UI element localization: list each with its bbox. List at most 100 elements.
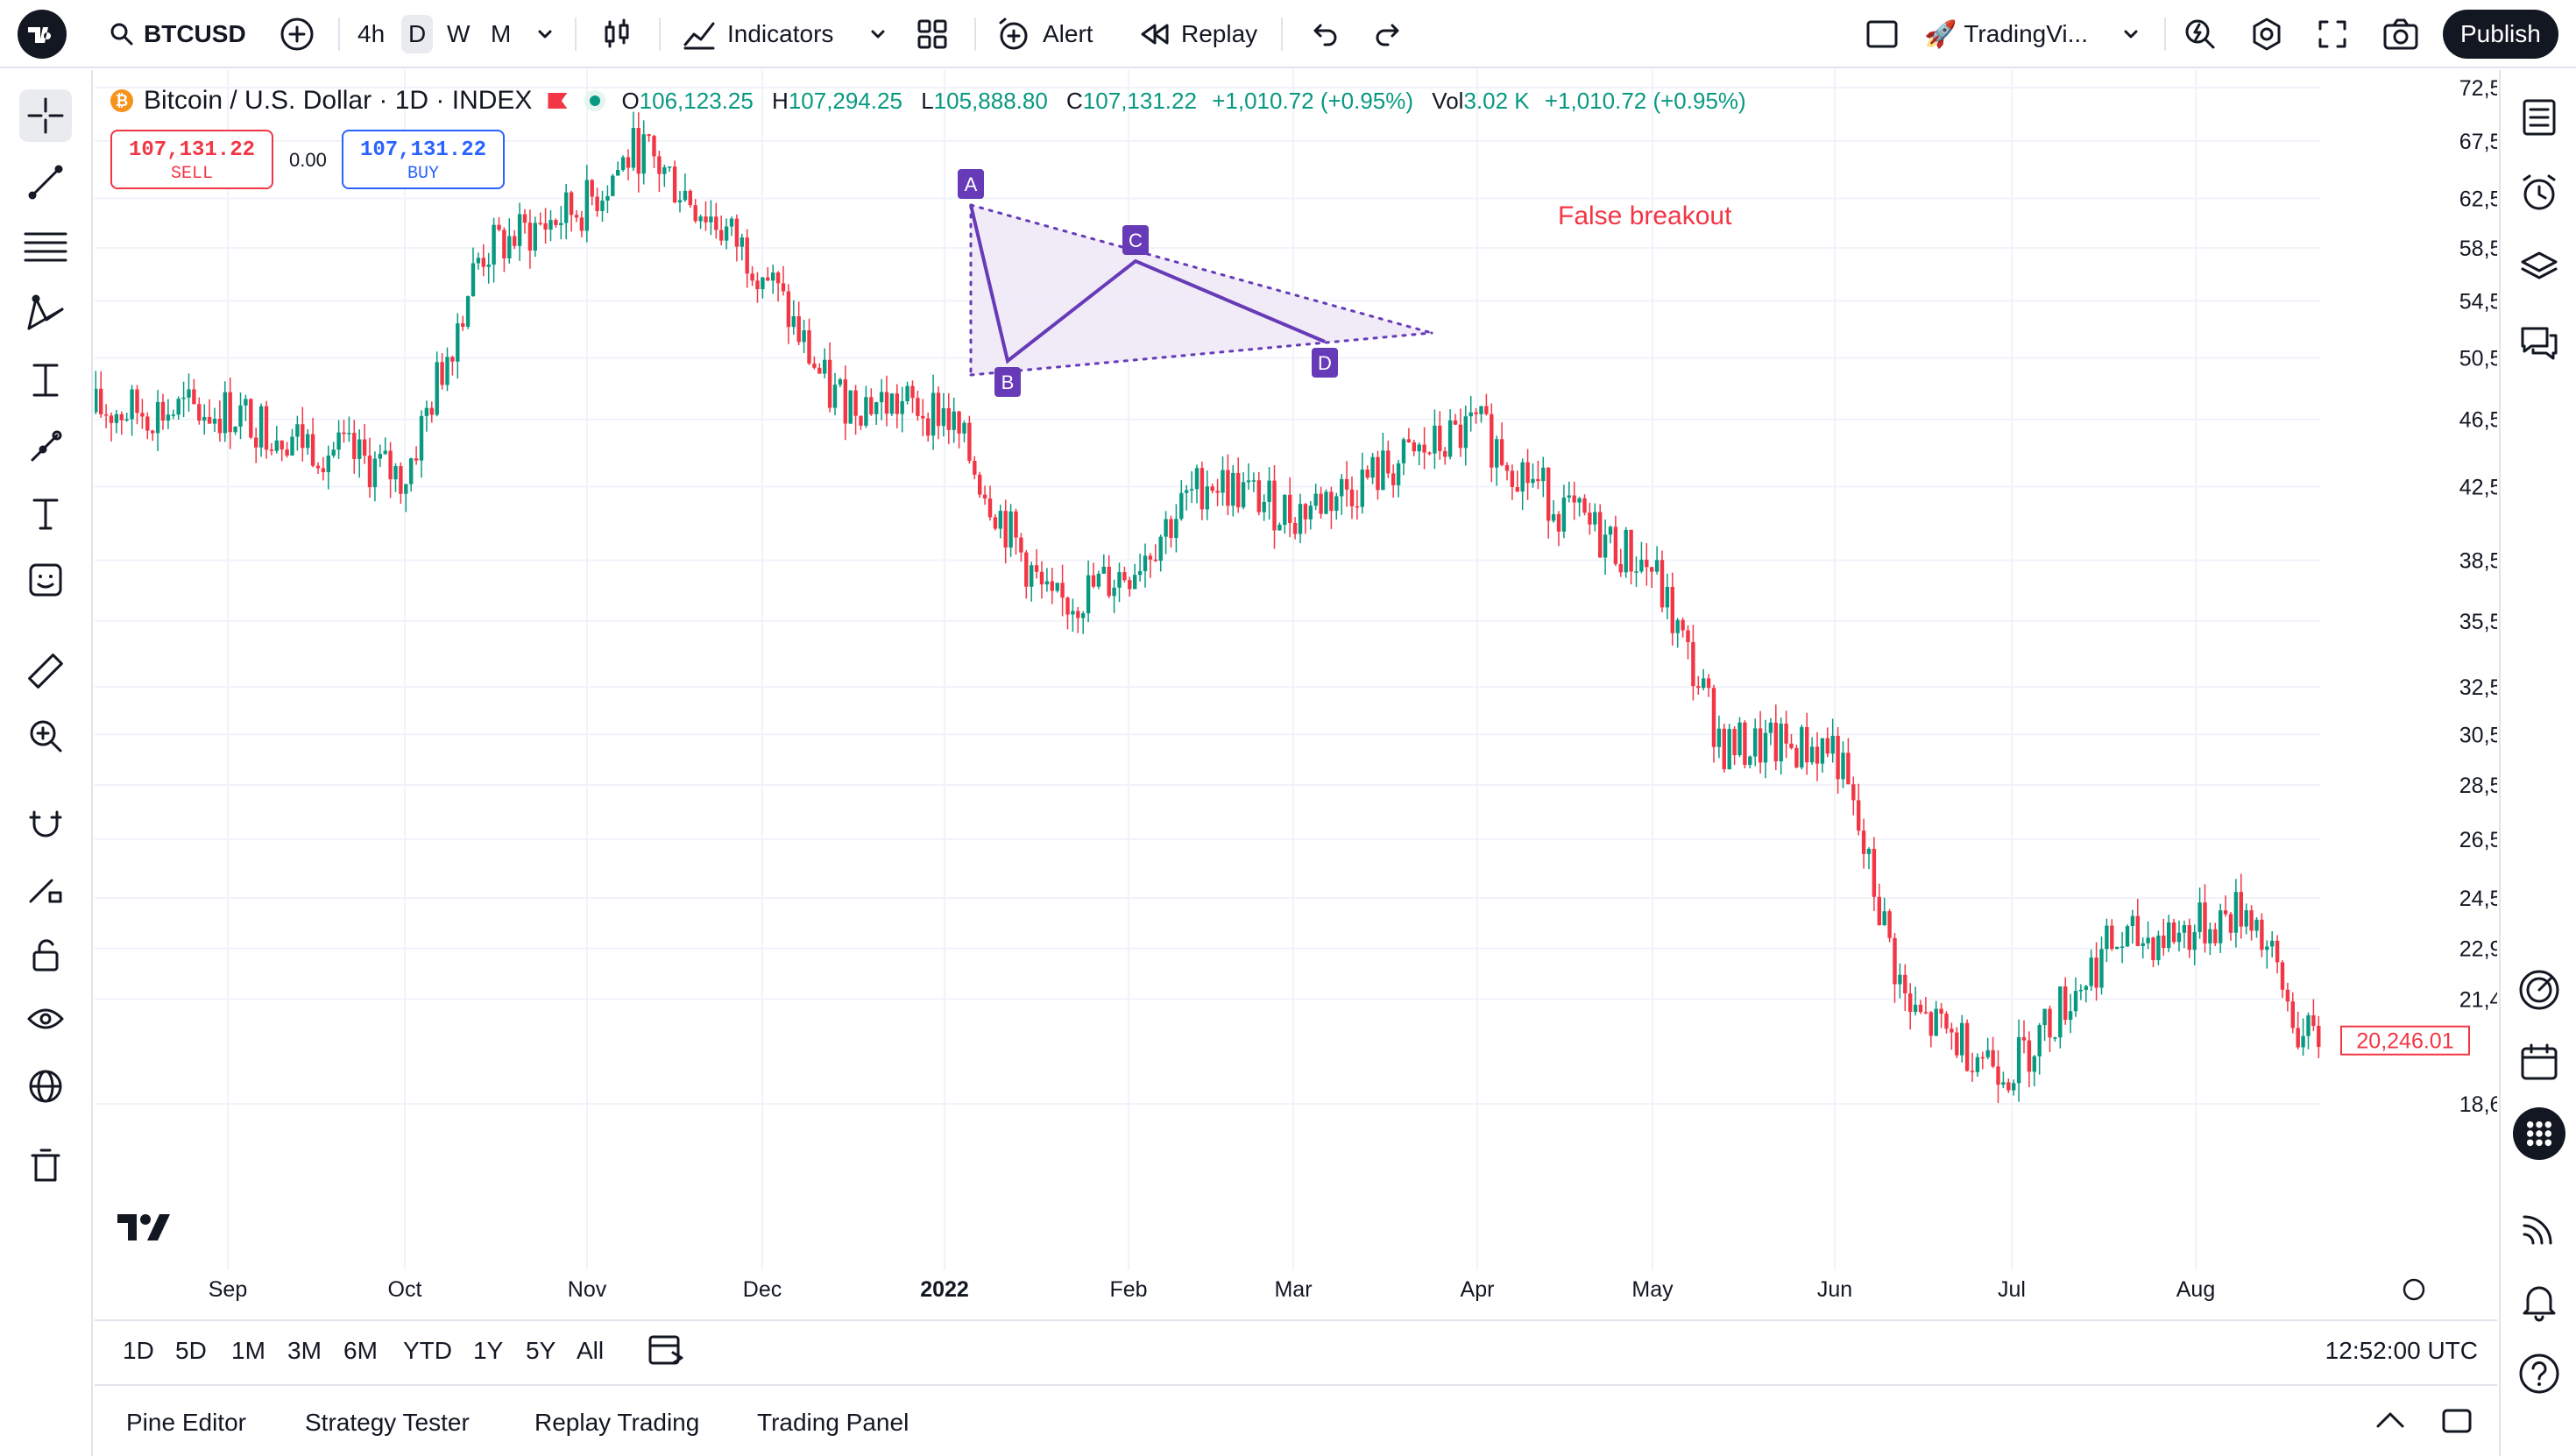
candle-body [1060,583,1065,598]
candle-body [895,393,899,414]
tradingview-logo[interactable] [18,0,67,68]
date-range-button[interactable] [647,1332,685,1367]
products-button[interactable] [2513,1107,2565,1160]
quick-search-button[interactable] [2182,0,2219,68]
interval-dropdown[interactable] [534,0,556,68]
ideas-button[interactable] [2513,964,2565,1016]
range-ytd[interactable]: YTD [403,1337,452,1364]
ruler-tool[interactable] [19,645,72,697]
layout-dropdown[interactable] [2120,0,2141,68]
candle-body [957,411,961,434]
candle-body [357,439,362,459]
tab-strategy-tester[interactable]: Strategy Tester [305,1409,470,1436]
hide-drawings-tool[interactable] [19,993,72,1046]
text-tool[interactable] [19,487,72,540]
candle-body [456,323,460,362]
pattern-point-label: C [1129,230,1143,251]
candle-body [605,195,610,201]
settings-button[interactable] [2248,0,2285,68]
collapse-panel-button[interactable] [2373,1403,2408,1438]
select-checkbox[interactable] [1865,0,1900,68]
watchlist-button[interactable] [2513,91,2565,144]
notifications-button[interactable] [2513,1276,2565,1328]
object-tree-tool[interactable] [19,1060,72,1113]
fullscreen-button[interactable] [2315,0,2350,68]
candle-body [1499,439,1504,465]
tab-replay-trading[interactable]: Replay Trading [534,1409,700,1436]
replay-button[interactable]: Replay [1137,0,1257,68]
symbol-title[interactable]: Bitcoin / U.S. Dollar · 1D · INDEX [144,86,533,115]
candle-body [372,458,378,488]
chart-pane[interactable]: A B C D False breakout 72,500.00 67,500.00 62,… [95,70,2497,1349]
range-1m[interactable]: 1M [231,1337,265,1364]
snapshot-button[interactable] [2381,0,2420,68]
fib-tool[interactable] [19,221,72,273]
redo-button[interactable] [1374,0,1405,68]
range-5y[interactable]: 5Y [526,1337,556,1364]
price-chart[interactable]: A B C D False breakout 72,500.00 67,500.00 62,… [95,70,2497,1349]
utc-clock[interactable]: 12:52:00 UTC [2325,1337,2478,1364]
icon-tool[interactable] [19,554,72,606]
alert-button[interactable]: Alert [995,0,1093,68]
magnet-tool[interactable] [19,797,72,850]
interval-d[interactable]: D [401,0,434,68]
undo-button[interactable] [1307,0,1339,68]
range-3m[interactable]: 3M [287,1337,322,1364]
trend-line-tool[interactable] [19,156,72,209]
object-tree-button[interactable] [2513,242,2565,294]
alerts-panel-button[interactable] [2513,166,2565,219]
chats-button[interactable] [2513,317,2565,370]
pattern-point-badge [1122,225,1149,255]
lock-drawings-tool[interactable] [19,929,72,981]
compare-symbol-button[interactable] [279,0,315,68]
crosshair-tool[interactable] [19,89,72,142]
maximize-panel-button[interactable] [2439,1403,2474,1438]
tab-pine-editor[interactable]: Pine Editor [126,1409,246,1436]
range-5d[interactable]: 5D [175,1337,207,1364]
candle-body [1024,552,1029,587]
candle-body [2280,962,2285,990]
zoom-in-tool[interactable] [19,710,72,762]
candle-body [1639,559,1644,572]
layout-name-button[interactable]: 🚀 TradingVi... [1924,0,2088,68]
price-label: 50,500.00 [2459,346,2497,371]
candle-body [2254,919,2259,931]
bottom-panel-tabs: Pine Editor Strategy Tester Replay Tradi… [95,1384,2497,1456]
symbol-search[interactable]: BTCUSD [109,0,246,68]
layouts-button[interactable] [915,0,950,68]
help-button[interactable] [2513,1347,2565,1400]
candle-body [151,430,155,434]
remove-drawings-tool[interactable] [19,1139,72,1191]
interval-m[interactable]: M [491,0,511,68]
bitcoin-icon: ₿ [110,89,133,112]
range-1d[interactable]: 1D [123,1337,154,1364]
pattern-tool[interactable] [19,287,72,340]
candle-body [620,157,626,171]
candle-body [440,362,444,385]
tab-trading-panel[interactable]: Trading Panel [757,1409,909,1436]
prediction-tool[interactable] [19,354,72,406]
flag-icon[interactable] [548,93,568,109]
interval-4h[interactable]: 4h [357,0,385,68]
stay-drawing-tool[interactable] [19,862,72,915]
tradingview-watermark[interactable] [117,1212,172,1242]
sell-button[interactable]: 107,131.22 SELL [110,130,273,189]
price-label: 24,500.00 [2459,887,2497,911]
candle-body [2089,958,2093,986]
range-1y[interactable]: 1Y [473,1337,504,1364]
chart-type-button[interactable] [599,0,634,68]
calendar-button[interactable] [2513,1035,2565,1088]
brush-tool[interactable] [19,421,72,473]
publish-button[interactable]: Publish [2443,0,2558,68]
buy-button[interactable]: 107,131.22 BUY [342,130,505,189]
indicators-dropdown[interactable] [867,0,888,68]
candle-body [1541,467,1546,482]
candle-body [2053,1037,2057,1039]
interval-w[interactable]: W [447,0,470,68]
candle-body [889,393,895,414]
market-status-icon[interactable] [584,90,606,111]
range-all[interactable]: All [577,1337,605,1364]
range-6m[interactable]: 6M [343,1337,378,1364]
streams-button[interactable] [2513,1202,2565,1255]
indicators-button[interactable]: Indicators [682,0,833,68]
